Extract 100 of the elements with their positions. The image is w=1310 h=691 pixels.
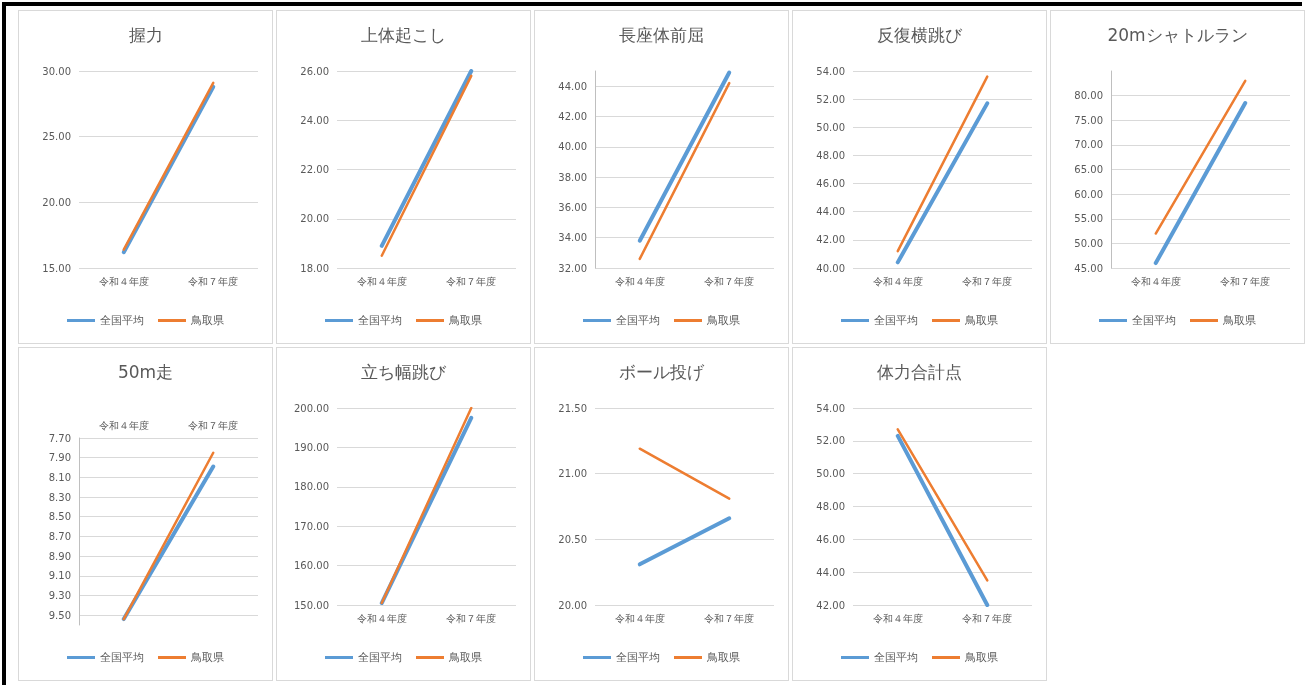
y-tick-label: 18.00 bbox=[300, 262, 329, 274]
x-tick-label: 令和７年度 bbox=[962, 275, 1013, 287]
y-tick-label: 36.00 bbox=[558, 201, 587, 213]
y-tick-label: 52.00 bbox=[816, 435, 845, 447]
y-tick-label: 7.90 bbox=[48, 452, 71, 464]
legend-label: 全国平均 bbox=[616, 651, 660, 664]
y-tick-label: 8.50 bbox=[48, 511, 71, 523]
y-tick-label: 8.10 bbox=[48, 471, 71, 483]
legend-label: 鳥取県 bbox=[448, 314, 482, 327]
y-tick-label: 170.00 bbox=[294, 520, 329, 532]
y-tick-label: 20.00 bbox=[300, 213, 329, 225]
legend-label: 鳥取県 bbox=[706, 651, 740, 664]
legend-label: 全国平均 bbox=[358, 314, 402, 327]
x-tick-label: 令和７年度 bbox=[704, 275, 755, 287]
y-tick-label: 44.00 bbox=[558, 80, 587, 92]
legend-label: 鳥取県 bbox=[190, 651, 224, 664]
y-tick-label: 20.00 bbox=[558, 599, 587, 611]
y-tick-label: 44.00 bbox=[816, 206, 845, 218]
chart-title: 体力合計点 bbox=[877, 361, 962, 382]
x-tick-label: 令和４年度 bbox=[872, 275, 923, 287]
y-tick-label: 21.00 bbox=[558, 468, 587, 480]
x-tick-label: 令和７年度 bbox=[1220, 275, 1271, 287]
y-tick-label: 52.00 bbox=[816, 93, 845, 105]
y-tick-label: 190.00 bbox=[294, 441, 329, 453]
x-tick-label: 令和４年度 bbox=[614, 612, 665, 624]
y-tick-label: 40.00 bbox=[816, 262, 845, 274]
chart-title: 上体起こし bbox=[361, 24, 446, 45]
y-tick-label: 25.00 bbox=[42, 131, 71, 143]
y-tick-label: 48.00 bbox=[816, 501, 845, 512]
y-tick-label: 20.00 bbox=[42, 196, 71, 208]
x-tick-label: 令和４年度 bbox=[1130, 275, 1181, 287]
legend-label: 全国平均 bbox=[874, 314, 918, 327]
chart-title: 50m走 bbox=[117, 361, 174, 382]
y-tick-label: 22.00 bbox=[300, 164, 329, 175]
x-tick-label: 令和４年度 bbox=[872, 612, 923, 624]
y-tick-label: 54.00 bbox=[816, 402, 845, 414]
y-tick-label: 42.00 bbox=[816, 599, 845, 611]
y-tick-label: 42.00 bbox=[558, 110, 587, 122]
y-tick-label: 65.00 bbox=[1074, 164, 1103, 175]
y-tick-label: 160.00 bbox=[294, 560, 329, 572]
y-tick-label: 200.00 bbox=[294, 402, 329, 414]
chart-title: 長座体前屈 bbox=[619, 24, 704, 45]
y-tick-label: 40.00 bbox=[558, 141, 587, 153]
y-tick-label: 8.70 bbox=[48, 530, 71, 542]
legend-label: 鳥取県 bbox=[964, 314, 998, 327]
x-tick-label: 令和７年度 bbox=[962, 612, 1013, 624]
legend-label: 鳥取県 bbox=[706, 314, 740, 327]
legend-label: 全国平均 bbox=[100, 651, 144, 664]
y-tick-label: 21.50 bbox=[558, 402, 587, 414]
x-tick-label: 令和４年度 bbox=[98, 275, 149, 287]
x-tick-label: 令和４年度 bbox=[356, 612, 407, 624]
chart-title: 握力 bbox=[128, 24, 163, 45]
legend-label: 全国平均 bbox=[358, 651, 402, 664]
x-tick-label: 令和７年度 bbox=[188, 275, 239, 287]
chart-title: 20mシャトルラン bbox=[1107, 24, 1248, 45]
y-tick-label: 44.00 bbox=[816, 566, 845, 578]
y-tick-label: 9.10 bbox=[48, 570, 71, 582]
y-tick-label: 180.00 bbox=[294, 481, 329, 493]
y-tick-label: 15.00 bbox=[42, 262, 71, 274]
legend-label: 鳥取県 bbox=[1222, 314, 1256, 327]
y-tick-label: 48.00 bbox=[816, 149, 845, 161]
legend-label: 全国平均 bbox=[616, 314, 660, 327]
y-tick-label: 55.00 bbox=[1074, 213, 1103, 225]
y-tick-label: 80.00 bbox=[1074, 90, 1103, 102]
y-tick-label: 20.50 bbox=[558, 533, 587, 545]
y-tick-label: 24.00 bbox=[300, 114, 329, 126]
y-tick-label: 32.00 bbox=[558, 262, 587, 274]
chart-title: 反復横跳び bbox=[877, 24, 963, 45]
y-tick-label: 54.00 bbox=[816, 65, 845, 77]
y-tick-label: 50.00 bbox=[816, 121, 845, 133]
legend-label: 全国平均 bbox=[100, 314, 144, 327]
legend-label: 鳥取県 bbox=[190, 314, 224, 327]
legend-label: 全国平均 bbox=[874, 651, 918, 664]
y-tick-label: 45.00 bbox=[1074, 262, 1103, 274]
y-tick-label: 9.50 bbox=[48, 609, 71, 621]
x-tick-label: 令和４年度 bbox=[614, 275, 665, 287]
y-tick-label: 50.00 bbox=[816, 468, 845, 480]
y-tick-label: 8.30 bbox=[48, 491, 71, 503]
y-tick-label: 30.00 bbox=[42, 65, 71, 77]
y-tick-label: 7.70 bbox=[48, 432, 71, 444]
y-tick-label: 26.00 bbox=[300, 65, 329, 77]
x-tick-label: 令和７年度 bbox=[446, 275, 497, 287]
y-tick-label: 150.00 bbox=[294, 599, 329, 611]
chart-title: 立ち幅跳び bbox=[361, 361, 447, 382]
y-tick-label: 50.00 bbox=[1074, 237, 1103, 249]
x-tick-label: 令和７年度 bbox=[188, 419, 239, 431]
legend-label: 鳥取県 bbox=[964, 651, 998, 664]
y-tick-label: 42.00 bbox=[816, 234, 845, 246]
x-tick-label: 令和４年度 bbox=[356, 275, 407, 287]
y-tick-label: 38.00 bbox=[558, 171, 587, 183]
y-tick-label: 46.00 bbox=[816, 178, 845, 190]
x-tick-label: 令和７年度 bbox=[446, 612, 497, 624]
y-tick-label: 70.00 bbox=[1074, 139, 1103, 151]
y-tick-label: 60.00 bbox=[1074, 188, 1103, 200]
chart-title: ボール投げ bbox=[619, 361, 705, 382]
y-tick-label: 8.90 bbox=[48, 550, 71, 562]
legend-label: 鳥取県 bbox=[448, 651, 482, 664]
legend-label: 全国平均 bbox=[1132, 314, 1176, 327]
y-tick-label: 75.00 bbox=[1074, 114, 1103, 126]
x-tick-label: 令和４年度 bbox=[98, 419, 149, 431]
